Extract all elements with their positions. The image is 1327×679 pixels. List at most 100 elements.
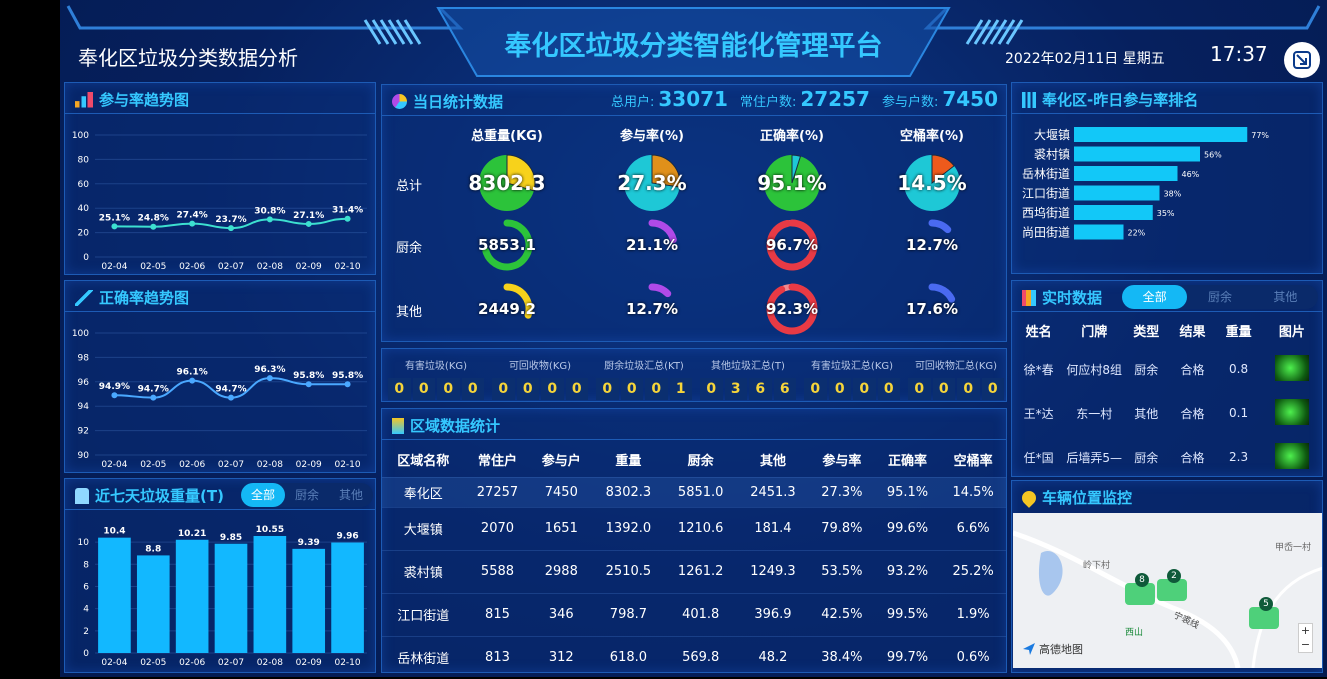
table-row[interactable]: 王*达 东一村 其他 合格 0.1 [1012,391,1322,435]
column-header: 区域名称 [397,454,450,470]
column-header: 其他 [759,454,786,470]
column-header: 常住户 [477,454,517,470]
header-frame [66,5,1321,77]
table-cell: 38.4% [809,635,875,679]
counter-label: 其他垃圾汇总(T) [711,361,785,372]
scale-icon [75,487,89,504]
map-label: 岭下村 [1083,561,1111,571]
data-point [111,223,118,230]
table-row[interactable]: 大堰镇 2070 1651 1392.0 1210.6 181.4 79.8% 99.6% 6.… [382,506,1006,550]
stat-cell: 96.7% [732,213,852,277]
table-cell: 厨余 [1134,450,1159,465]
table-cell: 181.4 [736,506,810,550]
pie-icon [392,94,407,109]
participation-trend-panel: 参与率趋势图 0 20 40 60 80 100 02-04 02-05 02-06 02-07 0… [64,82,376,275]
counter-digit: 0 [981,378,1004,400]
stat-row-label: 厨余 [396,241,423,256]
counter-digit: 0 [437,378,460,400]
stat-value: 95.1% [757,171,827,195]
total-users: 33071 [658,87,728,111]
people-icon [1022,289,1036,306]
table-cell: 618.0 [592,635,665,679]
panel-title: 当日统计数据 [413,93,504,111]
table-cell: 815 [464,592,531,636]
zoom-out-button[interactable]: − [1300,638,1311,651]
table-cell: 后墙弄5— [1066,450,1123,465]
y-tick-label: 6 [83,582,89,592]
table-row[interactable]: 岳林街道 813 312 618.0 569.8 48.2 38.4% 99.7% 0.6% [382,635,1006,679]
trend-icon [75,289,93,306]
table-cell: 27257 [464,476,531,507]
counter-digit: 0 [804,378,827,400]
tab-other[interactable]: 其他 [338,488,363,502]
data-point [228,394,234,401]
x-tick-label: 02-04 [101,658,127,668]
tab-all[interactable]: 全部 [1122,285,1188,309]
zoom-in-button[interactable]: + [1300,624,1311,637]
vehicle-marker[interactable]: 5 [1249,597,1279,629]
table-cell: 27.3% [809,476,875,507]
photo-thumbnail[interactable] [1274,354,1309,381]
table-cell: 5588 [464,549,531,593]
table-row[interactable]: 任*国 后墙弄5— 厨余 合格 2.3 [1012,435,1322,476]
table-cell: 396.9 [736,592,810,636]
table-cell: 1.9% [940,592,1006,636]
counter-group: 可回收物汇总(KG) 0 0 0 0 [908,357,1004,400]
panel-title: 区域数据统计 [410,417,501,435]
building-chart-icon [392,417,404,434]
stat-column-header: 空桶率(%) [900,129,964,144]
ranking-bar [1074,224,1124,240]
vehicle-marker[interactable]: 2 [1157,569,1187,601]
stat-cell: 17.6% [872,277,992,341]
stat-value: 5853.1 [478,236,536,254]
stat-cell: 95.1% [732,151,852,215]
bar-chart-icon [75,91,93,108]
counter-digit: 0 [620,378,643,400]
category-label: 岳林街道 [1022,167,1070,181]
vehicle-panel: 车辆位置监控 岭下村 宁裘线 甲岙一村 西山 8 2 5 高德地图 + − [1011,480,1323,673]
stat-value: 12.7% [905,236,959,254]
counter-group: 可回收物(KG) 0 0 0 0 [492,357,588,400]
bar-value-label: 10.21 [178,529,206,539]
x-tick-label: 02-06 [179,460,205,470]
x-tick-label: 02-05 [140,658,166,668]
dashboard: 奉化区垃圾分类数据分析 奉化区垃圾分类智能化管理平台 2022年02月11日 星… [60,0,1327,679]
tab-all[interactable]: 全部 [241,483,285,507]
location-pin-icon [1019,487,1039,508]
tab-kitchen[interactable]: 厨余 [1207,290,1232,304]
column-header: 厨余 [687,454,714,470]
table-row[interactable]: 江口街道 815 346 798.7 401.8 396.9 42.5% 99.5% 1.9% [382,592,1006,636]
counter-digit: 3 [724,378,747,400]
photo-thumbnail[interactable] [1274,442,1309,469]
counter-group: 有害垃圾(KG) 0 0 0 0 [388,357,484,400]
table-cell: 大堰镇 [382,506,465,550]
stat-cell: 2449.2 [447,277,567,341]
bar [253,535,287,653]
expand-icon[interactable] [1284,42,1320,78]
tab-other[interactable]: 其他 [1273,290,1298,304]
ring-arc [928,283,956,303]
region-panel: 区域数据统计 区域名称 常住户 参与户 重量 厨余 其他 参与率 正确率 空桶率 奉化区 2725… [381,408,1007,679]
y-tick-label: 100 [72,329,89,339]
panel-title: 车辆位置监控 [1042,489,1133,507]
table-cell: 其他 [1134,406,1159,421]
category-label: 裘村镇 [1034,148,1070,162]
table-row[interactable]: 裘村镇 5588 2988 2510.5 1261.2 1249.3 53.5% 93.2% 2… [382,549,1006,593]
table-cell: 徐*春 [1023,362,1054,377]
tab-kitchen[interactable]: 厨余 [294,488,319,502]
x-tick-label: 02-07 [218,658,244,668]
value-label: 22% [1128,229,1146,238]
data-label: 31.4% [332,206,363,216]
table-row[interactable]: 奉化区 27257 7450 8302.3 5851.0 2451.3 27.3% 95.1%… [382,476,1006,507]
x-tick-label: 02-09 [296,658,322,668]
bar [214,543,248,653]
table-cell: 2.3 [1229,450,1249,464]
photo-thumbnail[interactable] [1274,398,1309,425]
map[interactable]: 岭下村 宁裘线 甲岙一村 西山 8 2 5 高德地图 + − [1013,513,1322,668]
table-cell: 99.6% [874,506,941,550]
bar-value-label: 9.96 [336,532,358,542]
table-row[interactable]: 徐*春 何应村8组 厨余 合格 0.8 [1012,347,1322,391]
counter-digit: 0 [645,378,668,400]
panel-title: 参与率趋势图 [99,91,190,109]
vehicle-marker[interactable]: 8 [1125,573,1155,605]
